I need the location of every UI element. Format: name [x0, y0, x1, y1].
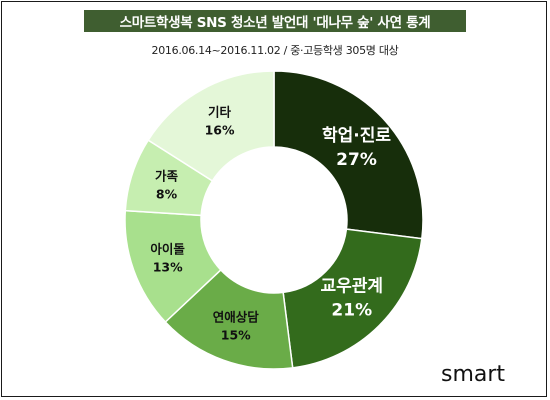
brand-logo-text: smart — [441, 362, 506, 387]
slice-value-idol: 13% — [153, 260, 183, 275]
chart-subtitle: 2016.06.14~2016.11.02 / 중·고등학생 305명 대상 — [151, 44, 399, 57]
chart-title: 스마트학생복 SNS 청소년 발언대 '대나무 숲' 사연 통계 — [84, 10, 466, 32]
slice-label-idol: 아이돌 — [150, 242, 185, 257]
slice-value-other: 16% — [205, 122, 235, 137]
brand-logo: smart — [441, 362, 505, 387]
slice-friendship — [282, 228, 423, 369]
slice-label-family: 가족 — [155, 168, 179, 183]
slice-label-friendship: 교우관계 — [321, 277, 384, 297]
slice-other — [147, 70, 275, 182]
slice-value-dating: 15% — [221, 328, 251, 343]
slice-study-career — [273, 70, 424, 240]
slice-label-dating: 연애상담 — [213, 310, 260, 325]
slice-label-study-career: 학업·진로 — [322, 126, 391, 146]
slice-label-other: 기타 — [208, 104, 232, 119]
slice-value-study-career: 27% — [336, 150, 377, 170]
slice-value-family: 8% — [156, 186, 178, 201]
slice-value-friendship: 21% — [331, 301, 372, 321]
